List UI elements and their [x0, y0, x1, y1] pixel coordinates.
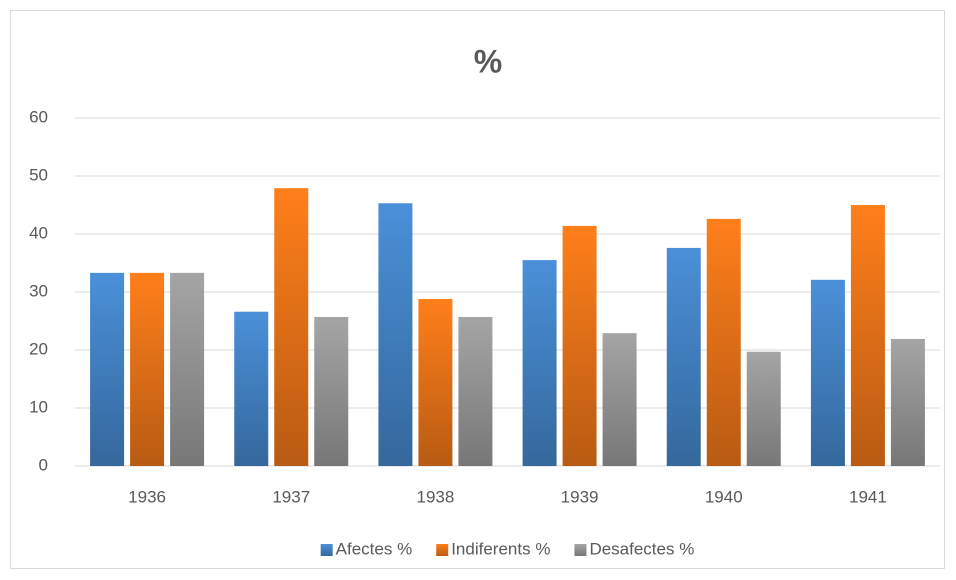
legend-label: Desafectes % [589, 539, 694, 558]
bar [810, 279, 845, 466]
x-tick-label: 1940 [705, 487, 743, 506]
x-tick-label: 1941 [849, 487, 887, 506]
bar [90, 272, 125, 466]
bar [746, 351, 781, 466]
bar [378, 203, 413, 466]
chart-frame [10, 10, 945, 569]
x-tick-label: 1936 [128, 487, 166, 506]
legend-label: Indiferents % [451, 539, 550, 558]
y-tick-label: 10 [29, 397, 48, 416]
y-tick-label: 40 [29, 223, 48, 242]
bar [130, 272, 165, 466]
x-tick-label: 1939 [561, 487, 599, 506]
legend-swatch [436, 544, 449, 556]
y-tick-label: 0 [39, 455, 48, 474]
y-tick-label: 30 [29, 281, 48, 300]
x-tick-label: 1938 [417, 487, 455, 506]
bar [602, 333, 637, 466]
bar [562, 225, 597, 466]
bar [274, 188, 309, 466]
y-tick-label: 60 [29, 107, 48, 126]
legend-swatch [320, 544, 333, 556]
bar [850, 205, 885, 466]
bar [522, 260, 557, 466]
bar [170, 272, 205, 466]
bar [706, 218, 741, 466]
bar [890, 338, 925, 466]
bar [458, 316, 493, 466]
bar [418, 298, 453, 466]
y-tick-label: 20 [29, 339, 48, 358]
x-tick-label: 1937 [272, 487, 310, 506]
bar [314, 316, 349, 466]
legend: Afectes % Indiferents % Desafectes % [320, 539, 694, 558]
legend-swatch [574, 544, 587, 556]
chart-title: % [474, 43, 502, 79]
bar [234, 311, 269, 466]
bar [666, 247, 701, 466]
legend-label: Afectes % [336, 539, 413, 558]
y-tick-label: 50 [29, 165, 48, 184]
